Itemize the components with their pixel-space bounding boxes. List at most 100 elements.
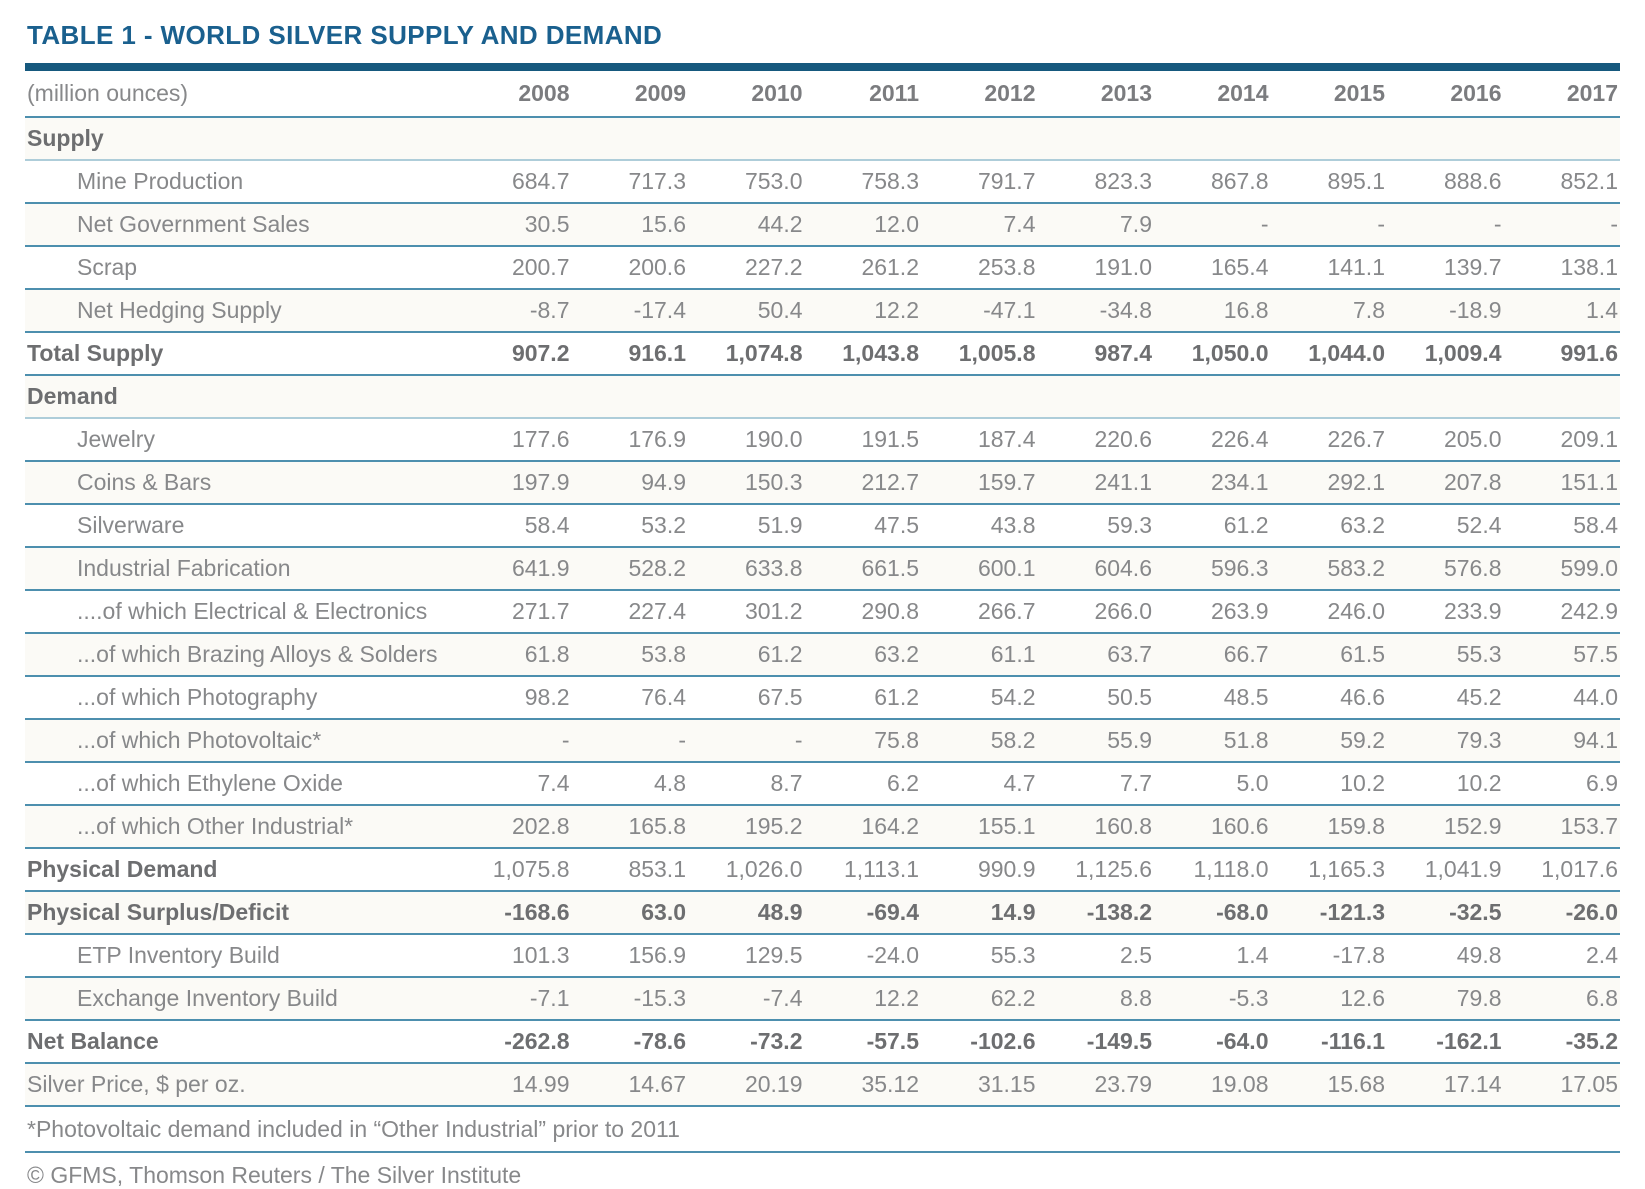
cell-value: 155.1	[921, 805, 1038, 849]
cell-value: 1.4	[1154, 934, 1271, 978]
cell-value: 266.0	[1037, 590, 1154, 634]
table-row: ETP Inventory Build 101.3 156.9 129.5 -24.0 5…	[25, 934, 1620, 978]
cell-value: 195.2	[688, 805, 805, 849]
cell-value: 152.9	[1387, 805, 1504, 849]
cell-value	[804, 117, 921, 161]
table-row: ...of which Photovoltaic* - - -75.8 58.2 55.9…	[25, 719, 1620, 763]
cell-value: 246.0	[1270, 590, 1387, 634]
cell-value: 212.7	[804, 461, 921, 505]
title-rule	[25, 63, 1620, 71]
cell-value: 156.9	[571, 934, 688, 978]
cell-value: -73.2	[688, 1020, 805, 1064]
cell-value: 129.5	[688, 934, 805, 978]
cell-value: 177.6	[455, 418, 572, 462]
cell-value: 604.6	[1037, 547, 1154, 591]
cell-value: 583.2	[1270, 547, 1387, 591]
cell-value: 138.1	[1503, 246, 1620, 290]
cell-value: 14.99	[455, 1063, 572, 1107]
cell-value: 16.8	[1154, 289, 1271, 333]
cell-value: 7.9	[1037, 203, 1154, 247]
cell-value: 187.4	[921, 418, 1038, 462]
table-row: Exchange Inventory Build -7.1 -15.3 -7.4 12.…	[25, 977, 1620, 1021]
cell-value: 661.5	[804, 547, 921, 591]
cell-value: 165.4	[1154, 246, 1271, 290]
cell-value: 990.9	[921, 848, 1038, 892]
table-row: Industrial Fabrication 641.9 528.2 633.8 661…	[25, 547, 1620, 591]
cell-value: 916.1	[571, 332, 688, 376]
cell-value: 1,118.0	[1154, 848, 1271, 892]
row-label: Demand	[25, 375, 455, 419]
cell-value: 151.1	[1503, 461, 1620, 505]
table-row: Net Hedging Supply -8.7 -17.4 50.4 12.2 -47.1…	[25, 289, 1620, 333]
cell-value: -32.5	[1387, 891, 1504, 935]
total-row: Physical Surplus/Deficit -168.6 63.0 48.9 -6…	[25, 891, 1620, 935]
cell-value: 58.2	[921, 719, 1038, 763]
footnote-row: *Photovoltaic demand included in “Other …	[25, 1106, 1620, 1153]
row-label: Jewelry	[25, 418, 455, 462]
cell-value: 233.9	[1387, 590, 1504, 634]
cell-value: -17.4	[571, 289, 688, 333]
cell-value: -	[1387, 203, 1504, 247]
cell-value: 62.2	[921, 977, 1038, 1021]
row-label: Physical Demand	[25, 848, 455, 892]
cell-value: 190.0	[688, 418, 805, 462]
cell-value: 15.6	[571, 203, 688, 247]
cell-value: 853.1	[571, 848, 688, 892]
cell-value: 12.6	[1270, 977, 1387, 1021]
cell-value: 165.8	[571, 805, 688, 849]
cell-value: 753.0	[688, 160, 805, 204]
cell-value: 266.7	[921, 590, 1038, 634]
cell-value: 242.9	[1503, 590, 1620, 634]
cell-value: 12.0	[804, 203, 921, 247]
cell-value: -34.8	[1037, 289, 1154, 333]
cell-value: -78.6	[571, 1020, 688, 1064]
cell-value: 160.6	[1154, 805, 1271, 849]
cell-value	[688, 375, 805, 419]
cell-value: 907.2	[455, 332, 572, 376]
cell-value: 23.79	[1037, 1063, 1154, 1107]
year-column-header: 2013	[1037, 71, 1154, 118]
table-row: ...of which Ethylene Oxide 7.4 4.8 8.7 6.2 4.…	[25, 762, 1620, 806]
cell-value	[1270, 117, 1387, 161]
cell-value: 52.4	[1387, 504, 1504, 548]
row-label: ....of which Electrical & Electronics	[25, 590, 455, 634]
cell-value: 253.8	[921, 246, 1038, 290]
cell-value: 61.2	[1154, 504, 1271, 548]
cell-value: -35.2	[1503, 1020, 1620, 1064]
cell-value: 209.1	[1503, 418, 1620, 462]
cell-value: 61.5	[1270, 633, 1387, 677]
table-title: TABLE 1 - WORLD SILVER SUPPLY AND DEMAND	[27, 20, 663, 50]
row-label: Exchange Inventory Build	[25, 977, 455, 1021]
cell-value: -116.1	[1270, 1020, 1387, 1064]
cell-value: 10.2	[1270, 762, 1387, 806]
cell-value: 47.5	[804, 504, 921, 548]
cell-value: -47.1	[921, 289, 1038, 333]
row-label: Scrap	[25, 246, 455, 290]
cell-value: -	[1270, 203, 1387, 247]
section-row: Demand	[25, 375, 1620, 419]
cell-value: 596.3	[1154, 547, 1271, 591]
cell-value	[1154, 117, 1271, 161]
cell-value	[921, 375, 1038, 419]
cell-value	[921, 117, 1038, 161]
cell-value: 8.7	[688, 762, 805, 806]
cell-value: 220.6	[1037, 418, 1154, 462]
cell-value: 8.8	[1037, 977, 1154, 1021]
cell-value: 153.7	[1503, 805, 1620, 849]
cell-value: -	[455, 719, 572, 763]
cell-value: 14.9	[921, 891, 1038, 935]
row-label: ETP Inventory Build	[25, 934, 455, 978]
cell-value: 1,165.3	[1270, 848, 1387, 892]
cell-value: 205.0	[1387, 418, 1504, 462]
cell-value: 7.4	[455, 762, 572, 806]
cell-value: 633.8	[688, 547, 805, 591]
cell-value: 61.8	[455, 633, 572, 677]
cell-value: -7.4	[688, 977, 805, 1021]
cell-value: 63.2	[804, 633, 921, 677]
cell-value: 528.2	[571, 547, 688, 591]
cell-value	[571, 375, 688, 419]
cell-value: 63.0	[571, 891, 688, 935]
cell-value: 987.4	[1037, 332, 1154, 376]
cell-value: 94.1	[1503, 719, 1620, 763]
